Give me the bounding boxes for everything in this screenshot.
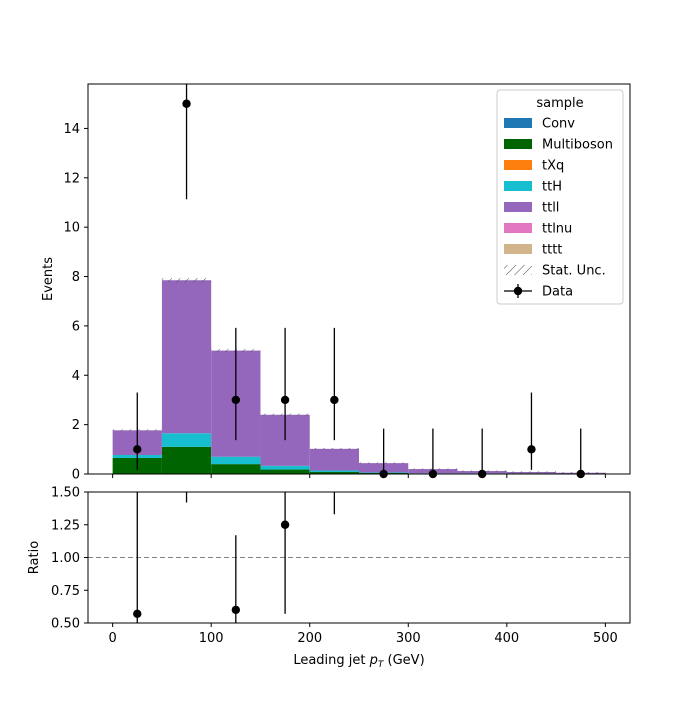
y-tick-label: 6 xyxy=(72,319,80,334)
y-tick-label: 2 xyxy=(72,418,80,433)
ratio-y-tick-label: 1.00 xyxy=(51,551,80,566)
x-tick-label: 0 xyxy=(108,631,116,646)
y-tick-label: 10 xyxy=(63,221,80,236)
bar-tth-bin-1 xyxy=(162,433,211,447)
ratio-x-axis-ticks: 0 100 200 300 400 500 xyxy=(108,623,617,646)
stat-unc-bin-4 xyxy=(310,448,359,450)
x-tick-label: 500 xyxy=(593,631,618,646)
bar-ttll-bin-1 xyxy=(162,280,211,433)
ratio-plot-panel: 0.50 0.75 1.00 1.25 1.50 0 100 200 300 400 500 Ra… xyxy=(27,486,630,671)
legend-swatch-ttlnu xyxy=(504,223,532,233)
ratio-y-tick-label: 1.50 xyxy=(51,486,80,501)
ratio-point xyxy=(232,606,240,614)
bar-multiboson-bin-3 xyxy=(260,470,309,474)
legend-swatch-multiboson xyxy=(504,139,532,149)
bar-multiboson-bin-1 xyxy=(162,447,211,474)
ratio-point xyxy=(281,521,289,529)
x-tick-label: 300 xyxy=(396,631,421,646)
data-point xyxy=(133,445,141,453)
x-axis-label-variable: p xyxy=(369,653,378,668)
legend-swatch-tttt xyxy=(504,244,532,254)
stat-unc-bin-8 xyxy=(507,471,556,473)
legend-label-conv: Conv xyxy=(542,117,575,132)
data-point xyxy=(281,396,289,404)
main-x-axis-ticks xyxy=(113,474,606,478)
stat-unc-bin-1 xyxy=(162,278,211,282)
legend: sample Conv Multiboson tXq ttH ttll ttlnu tttt S… xyxy=(497,90,623,304)
ratio-y-tick-label: 0.75 xyxy=(51,584,80,599)
y-tick-label: 4 xyxy=(72,369,80,384)
legend-swatch-stat-unc xyxy=(504,265,532,275)
x-axis-label-main: Leading jet xyxy=(293,653,369,668)
bar-tth-bin-4 xyxy=(310,471,359,472)
main-y-axis-ticks: 0 2 4 6 8 10 12 14 xyxy=(63,122,88,483)
y-tick-label: 14 xyxy=(63,122,80,137)
legend-label-ttll: ttll xyxy=(542,201,559,216)
x-axis-label: Leading jet pT (GeV) xyxy=(293,653,424,670)
x-tick-label: 200 xyxy=(297,631,322,646)
legend-label-txq: tXq xyxy=(542,159,564,174)
y-tick-label: 8 xyxy=(72,270,80,285)
ratio-y-axis-ticks: 0.50 0.75 1.00 1.25 1.50 xyxy=(51,486,88,632)
legend-swatch-conv xyxy=(504,118,532,128)
legend-label-data: Data xyxy=(542,285,573,300)
data-point xyxy=(232,396,240,404)
legend-label-multiboson: Multiboson xyxy=(542,138,613,153)
ratio-y-tick-label: 1.25 xyxy=(51,518,80,533)
legend-swatch-tth xyxy=(504,181,532,191)
main-y-axis-label: Events xyxy=(41,257,56,301)
data-point xyxy=(527,445,535,453)
ratio-point xyxy=(133,610,141,618)
x-tick-label: 100 xyxy=(199,631,224,646)
bar-multiboson-bin-2 xyxy=(211,464,260,474)
bar-tth-bin-3 xyxy=(260,466,309,470)
legend-swatch-ttll xyxy=(504,202,532,212)
legend-label-tttt: tttt xyxy=(542,243,562,258)
main-plot-panel: 0 2 4 6 8 10 12 14 Events sample Conv Multiboson t… xyxy=(41,84,630,483)
x-axis-label-unit: (GeV) xyxy=(383,653,424,668)
bar-ttll-bin-4 xyxy=(310,449,359,471)
legend-label-tth: ttH xyxy=(542,180,562,195)
bar-tth-bin-2 xyxy=(211,457,260,464)
legend-label-ttlnu: ttlnu xyxy=(542,222,572,237)
data-point xyxy=(182,100,190,108)
data-point xyxy=(330,396,338,404)
legend-swatch-txq xyxy=(504,160,532,170)
x-tick-label: 400 xyxy=(494,631,519,646)
legend-swatch-data xyxy=(514,287,522,295)
ratio-y-axis-label: Ratio xyxy=(27,541,42,574)
y-tick-label: 12 xyxy=(63,171,80,186)
legend-label-stat-unc: Stat. Unc. xyxy=(542,264,606,279)
y-tick-label: 0 xyxy=(72,468,80,483)
ratio-y-tick-label: 0.50 xyxy=(51,617,80,632)
legend-title: sample xyxy=(536,96,583,111)
